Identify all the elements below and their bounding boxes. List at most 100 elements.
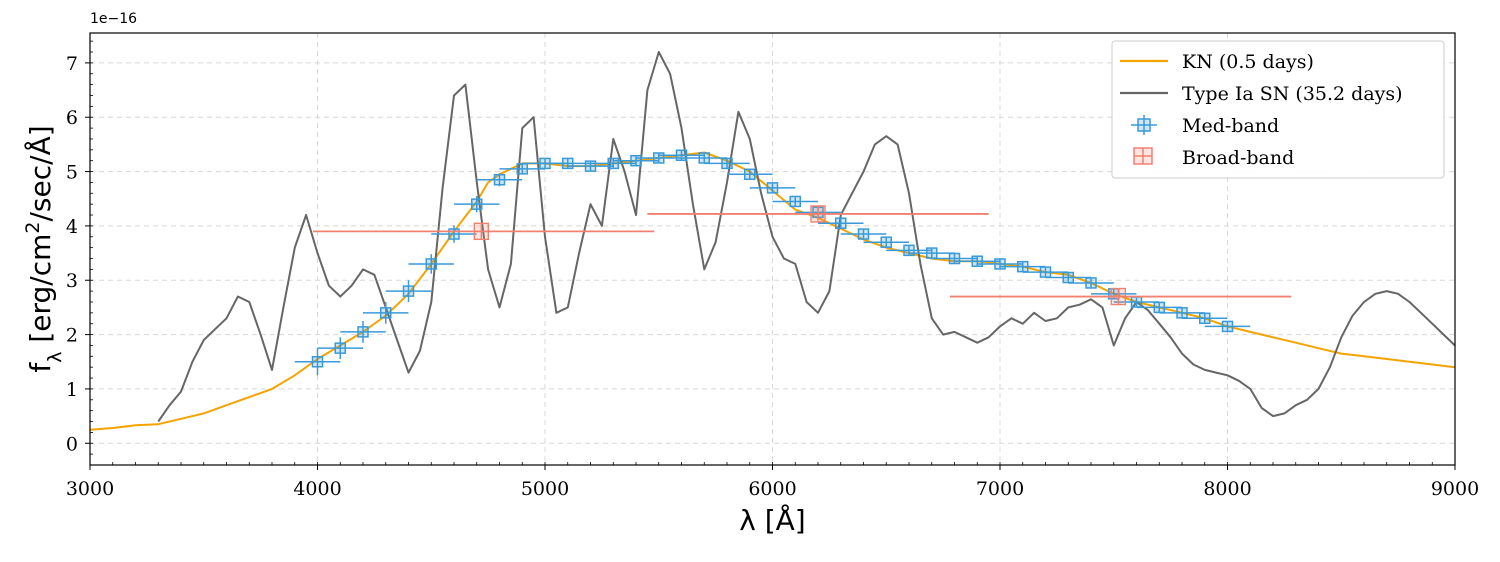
med-band-point — [977, 258, 1023, 270]
legend-sn-label: Type Ia SN (35.2 days) — [1182, 83, 1403, 105]
med-band-marker — [926, 247, 938, 259]
med-band-marker — [448, 228, 460, 240]
med-band-point — [454, 196, 500, 213]
legend-broad-band-marker — [1133, 147, 1153, 165]
y-axis-title-sup: 2 — [22, 222, 44, 234]
broad-band-points — [312, 205, 1292, 306]
med-band-marker — [630, 154, 642, 167]
med-band-point — [590, 157, 636, 170]
legend-broad-band-label: Broad-band — [1182, 147, 1294, 169]
med-band-marker — [880, 236, 892, 248]
med-band-point — [818, 217, 864, 229]
y-axis-title: fλ [erg/cm2/sec/Å] — [22, 125, 66, 372]
legend-med-band-label: Med-band — [1182, 115, 1279, 137]
med-band-point — [704, 157, 750, 170]
med-band-point — [1204, 320, 1251, 333]
y-axis-title-rest: [erg/cm — [24, 234, 57, 352]
x-tick-label: 8000 — [1203, 478, 1251, 500]
med-band-point — [840, 228, 887, 240]
med-band-marker — [425, 258, 437, 270]
med-band-marker — [471, 198, 483, 210]
med-band-point — [408, 254, 454, 274]
med-band-point — [317, 337, 363, 360]
med-band-marker — [721, 157, 733, 170]
med-band-points — [294, 149, 1251, 376]
med-band-marker — [675, 149, 688, 162]
med-band-point — [727, 168, 773, 181]
med-band-point — [954, 255, 1000, 267]
legend-box — [1111, 40, 1445, 179]
med-band-point — [772, 195, 818, 208]
med-band-marker — [607, 157, 619, 170]
x-axis-ticks: 3000 4000 5000 6000 7000 8000 9000 — [66, 465, 1479, 500]
med-band-marker — [766, 182, 779, 194]
y-axis-title-end: /sec/Å] — [23, 125, 57, 221]
y-axis-ticks: 0 1 2 3 4 5 6 7 — [66, 53, 90, 455]
med-band-marker — [744, 168, 756, 181]
med-band-marker — [402, 285, 415, 297]
med-band-marker — [1062, 271, 1074, 284]
y-tick-label: 3 — [66, 270, 78, 292]
med-band-marker — [835, 217, 847, 229]
med-band-marker — [1176, 307, 1188, 319]
med-band-point — [1068, 277, 1114, 289]
med-band-point — [385, 280, 432, 302]
broad-band-point — [647, 205, 989, 223]
x-tick-label: 4000 — [293, 478, 341, 500]
med-band-point — [431, 225, 477, 243]
med-band-marker — [653, 152, 665, 164]
med-band-point — [863, 236, 909, 248]
x-axis-title: λ [Å] — [739, 503, 805, 537]
med-band-marker — [1039, 266, 1052, 278]
med-band-point — [294, 348, 341, 376]
med-band-marker — [1017, 260, 1029, 273]
med-band-point — [636, 152, 682, 164]
broad-band-point — [312, 222, 655, 241]
legend: KN (0.5 days) Type Ia SN (35.2 days) Med… — [1111, 40, 1445, 179]
broad-band-point — [949, 287, 1292, 306]
med-band-point — [567, 160, 614, 172]
med-band-point — [363, 301, 409, 324]
med-band-marker — [994, 258, 1006, 270]
med-band-marker — [1221, 320, 1234, 333]
y-offset-label: 1e−16 — [90, 11, 137, 27]
med-band-point — [476, 173, 523, 187]
med-band-marker — [516, 163, 528, 175]
med-band-marker — [311, 356, 324, 368]
med-band-marker — [698, 152, 710, 164]
med-band-marker — [1085, 277, 1097, 289]
med-band-marker — [948, 252, 961, 265]
med-band-point — [749, 182, 796, 194]
med-band-point — [613, 154, 659, 167]
y-tick-label: 6 — [66, 107, 78, 129]
legend-med-band-marker — [1131, 115, 1157, 135]
med-band-marker — [493, 173, 506, 186]
med-band-marker — [334, 342, 346, 354]
med-band-marker — [1199, 312, 1211, 325]
med-band-point — [909, 247, 955, 259]
med-band-marker — [357, 326, 369, 338]
med-band-marker — [1130, 296, 1143, 308]
sn-spectrum-line — [157, 51, 1456, 423]
y-axis-title-main: f — [24, 362, 57, 373]
x-tick-label: 6000 — [748, 478, 796, 500]
med-band-point — [340, 321, 386, 343]
x-tick-label: 9000 — [1431, 478, 1479, 500]
y-tick-label: 0 — [66, 433, 78, 455]
med-band-point — [1182, 312, 1228, 325]
y-axis-title-sub: λ — [44, 352, 66, 363]
x-tick-label: 3000 — [66, 478, 114, 500]
med-band-marker — [789, 195, 801, 208]
med-band-point — [658, 149, 705, 162]
med-band-marker — [584, 160, 597, 172]
med-band-marker — [380, 307, 392, 319]
y-tick-label: 5 — [66, 162, 78, 184]
y-tick-label: 7 — [66, 53, 78, 75]
sn-spectrum-line-group — [157, 51, 1456, 423]
y-tick-label: 4 — [66, 216, 78, 238]
x-tick-label: 7000 — [976, 478, 1024, 500]
med-band-marker — [1153, 301, 1165, 314]
x-tick-label: 5000 — [521, 478, 569, 500]
med-band-point — [545, 157, 591, 170]
